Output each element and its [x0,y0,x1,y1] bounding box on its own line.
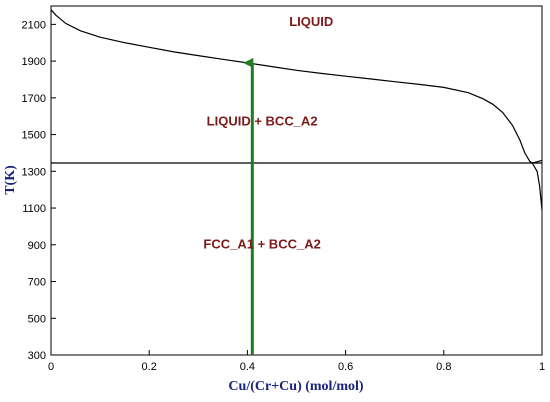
x-tick-label: 1 [539,361,545,373]
phase-boundary-line [531,162,543,210]
x-axis-title: Cu/(Cr+Cu) (mol/mol) [228,379,363,394]
x-axis-ticks: 0 0.2 0.4 0.6 0.8 1 [48,350,545,373]
y-axis-title: T(K) [3,165,18,195]
y-tick-label: 2100 [22,19,46,31]
x-tick-label: 0.6 [338,361,353,373]
y-tick-label: 500 [28,313,46,325]
y-tick-label: 300 [28,350,46,362]
y-tick-label: 1300 [22,166,46,178]
y-tick-label: 1700 [22,93,46,105]
plot-area [50,5,543,356]
phase-boundaries [50,9,543,210]
y-tick-label: 1900 [22,56,46,68]
x-tick-label: 0.8 [436,361,451,373]
x-tick-label: 0.4 [240,361,255,373]
y-tick-label: 700 [28,277,46,289]
y-tick-label: 1100 [22,203,46,215]
x-tick-label: 0.2 [142,361,157,373]
y-tick-label: 1500 [22,130,46,142]
y-tick-label: 900 [28,240,46,252]
region-label: LIQUID + BCC_A2 [207,113,318,128]
region-label: LIQUID [289,14,333,29]
region-labels: LIQUID LIQUID + BCC_A2 FCC_A1 + BCC_A2 [203,14,333,251]
phase-boundary-line [532,159,543,164]
region-label: FCC_A1 + BCC_A2 [203,236,320,251]
phase-boundary-line [50,9,533,164]
y-axis-ticks: 300 500 700 900 1100 1300 1500 1700 1900 2100 [22,19,56,362]
x-tick-label: 0 [48,361,54,373]
